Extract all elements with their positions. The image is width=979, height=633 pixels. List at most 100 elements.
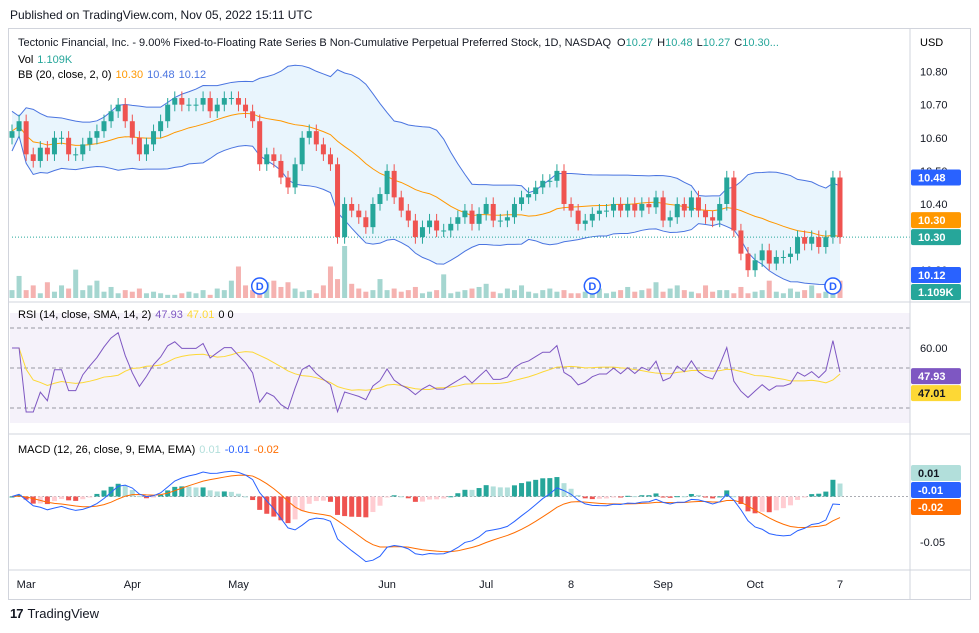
candle-body[interactable]: [278, 160, 284, 178]
candle[interactable]: [108, 104, 114, 128]
candle-body[interactable]: [462, 210, 468, 218]
candle[interactable]: [327, 147, 333, 171]
candle[interactable]: [568, 197, 574, 218]
candle-body[interactable]: [823, 237, 829, 248]
candle[interactable]: [830, 170, 836, 244]
candle[interactable]: [292, 157, 298, 195]
candle[interactable]: [356, 203, 362, 224]
dividend-marker[interactable]: D: [583, 277, 602, 295]
candle-body[interactable]: [292, 164, 298, 188]
candle-body[interactable]: [59, 137, 65, 139]
candle-body[interactable]: [639, 203, 645, 211]
candle[interactable]: [349, 197, 355, 218]
candle[interactable]: [398, 190, 404, 218]
candle[interactable]: [448, 217, 454, 238]
candle-body[interactable]: [434, 220, 440, 231]
candle[interactable]: [214, 98, 220, 118]
candle[interactable]: [23, 114, 29, 161]
candle-body[interactable]: [483, 203, 489, 214]
candle[interactable]: [618, 197, 624, 218]
candle-body[interactable]: [695, 197, 701, 211]
candle[interactable]: [667, 210, 673, 228]
candle-body[interactable]: [214, 104, 220, 112]
candle-body[interactable]: [724, 177, 730, 204]
candle[interactable]: [596, 203, 602, 221]
candle-body[interactable]: [87, 137, 93, 145]
candle-body[interactable]: [51, 137, 57, 155]
candle-body[interactable]: [257, 121, 263, 165]
candle[interactable]: [271, 147, 277, 168]
candle[interactable]: [809, 230, 815, 251]
candle[interactable]: [625, 197, 631, 218]
candle-body[interactable]: [370, 203, 376, 228]
candle-body[interactable]: [611, 203, 617, 211]
candle[interactable]: [589, 207, 595, 228]
candle-body[interactable]: [759, 250, 765, 261]
candle-body[interactable]: [235, 98, 241, 105]
candle[interactable]: [710, 210, 716, 228]
candle[interactable]: [561, 164, 567, 211]
candle-body[interactable]: [363, 217, 369, 228]
candle-body[interactable]: [101, 121, 107, 132]
candle[interactable]: [221, 91, 227, 112]
candle-body[interactable]: [143, 144, 149, 155]
candle-body[interactable]: [738, 230, 744, 254]
candle[interactable]: [285, 170, 291, 195]
candle[interactable]: [540, 174, 546, 195]
candle[interactable]: [632, 197, 638, 218]
candle[interactable]: [511, 197, 517, 224]
candle[interactable]: [752, 253, 758, 277]
candle-body[interactable]: [151, 131, 157, 145]
candle[interactable]: [526, 187, 532, 204]
candle-body[interactable]: [745, 253, 751, 271]
candle[interactable]: [646, 197, 652, 214]
candle-body[interactable]: [632, 203, 638, 211]
candle[interactable]: [151, 124, 157, 152]
candle-body[interactable]: [200, 98, 206, 105]
candle[interactable]: [759, 243, 765, 267]
candle[interactable]: [115, 98, 121, 118]
candle-body[interactable]: [285, 177, 291, 188]
candle[interactable]: [441, 223, 447, 238]
candle[interactable]: [200, 91, 206, 112]
dividend-marker[interactable]: D: [250, 277, 269, 295]
candle-body[interactable]: [533, 187, 539, 195]
candle[interactable]: [158, 114, 164, 138]
candle[interactable]: [554, 164, 560, 188]
candle-body[interactable]: [497, 220, 503, 222]
candle[interactable]: [94, 124, 100, 145]
candle-body[interactable]: [23, 121, 29, 155]
candle-body[interactable]: [561, 170, 567, 204]
candle[interactable]: [582, 213, 588, 231]
candle[interactable]: [427, 213, 433, 234]
candle-body[interactable]: [448, 223, 454, 231]
candle-body[interactable]: [603, 210, 609, 212]
candle[interactable]: [695, 190, 701, 218]
candle[interactable]: [207, 91, 213, 118]
candle-body[interactable]: [681, 203, 687, 211]
candle[interactable]: [603, 203, 609, 218]
candle-body[interactable]: [335, 164, 341, 238]
candle-body[interactable]: [172, 98, 178, 105]
candle[interactable]: [243, 98, 249, 118]
candle-body[interactable]: [667, 217, 673, 221]
candle[interactable]: [738, 223, 744, 261]
candle[interactable]: [419, 220, 425, 244]
candle[interactable]: [44, 141, 50, 161]
candle-body[interactable]: [596, 210, 602, 214]
candle[interactable]: [533, 180, 539, 201]
candle-body[interactable]: [377, 194, 383, 204]
candle-body[interactable]: [327, 154, 333, 165]
candle-body[interactable]: [342, 203, 348, 238]
candle[interactable]: [313, 124, 319, 152]
candle[interactable]: [165, 98, 171, 128]
candle[interactable]: [434, 213, 440, 238]
candle-body[interactable]: [243, 104, 249, 112]
candle-body[interactable]: [795, 237, 801, 254]
candle[interactable]: [384, 164, 390, 201]
candle-body[interactable]: [320, 144, 326, 155]
candle-body[interactable]: [837, 177, 843, 238]
candle[interactable]: [497, 213, 503, 228]
candle-body[interactable]: [306, 131, 312, 138]
candle[interactable]: [519, 190, 525, 211]
